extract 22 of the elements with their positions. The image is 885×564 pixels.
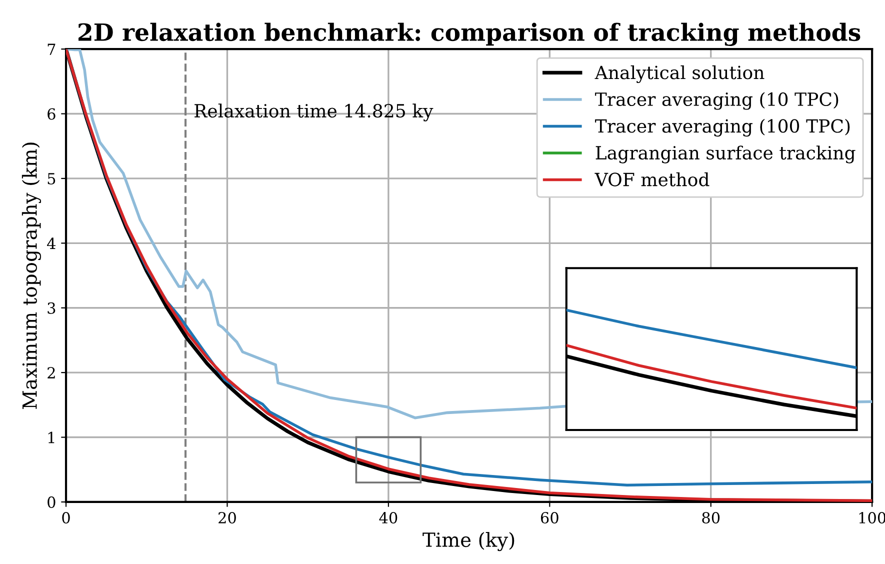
legend-label: Tracer averaging (100 TPC) — [595, 118, 850, 137]
y-tick-label: 2 — [48, 367, 55, 378]
y-tick-label: 0 — [48, 496, 56, 508]
y-tick-label: 7 — [48, 44, 56, 55]
x-tick-label: 60 — [540, 512, 558, 524]
y-tick-label: 1 — [48, 432, 54, 444]
y-tick-label: 3 — [48, 302, 56, 314]
x-tick-label: 80 — [702, 512, 720, 524]
x-tick-label: 0 — [62, 512, 70, 524]
legend-label: VOF method — [594, 172, 710, 186]
y-axis-title: Maximum topography (km) — [22, 142, 42, 409]
legend-label: Tracer averaging (10 TPC) — [595, 92, 838, 110]
legend-label: Analytical solution — [594, 65, 764, 84]
x-tick-label: 40 — [379, 512, 398, 524]
y-tick-label: 4 — [47, 238, 56, 249]
ref-line-label: Relaxation time 14.825 ky — [194, 104, 434, 122]
y-tick-label: 5 — [48, 173, 56, 184]
x-tick-label: 20 — [218, 512, 236, 524]
y-tick-label: 6 — [48, 108, 56, 120]
legend-label: Lagrangian surface tracking — [596, 146, 856, 164]
x-axis-title: Time (ky) — [422, 532, 514, 552]
chart-title: 2D relaxation benchmark: comparison of tracking methods — [78, 22, 860, 46]
